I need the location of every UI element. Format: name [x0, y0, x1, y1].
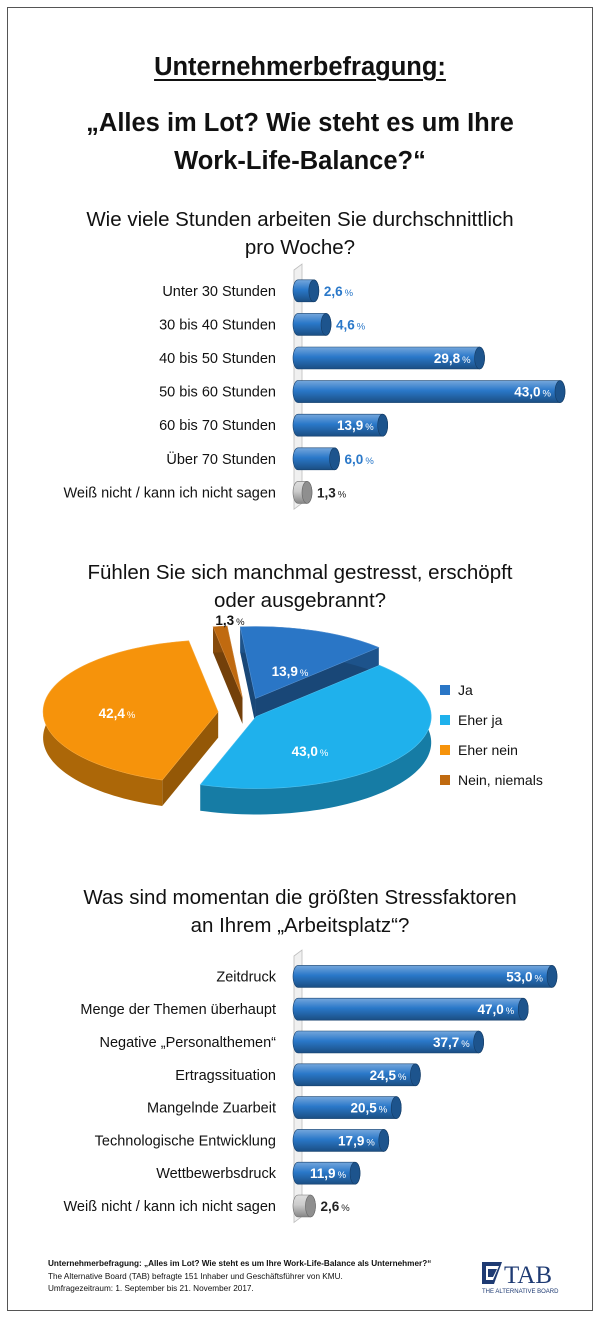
chart3-category-label-3: Ertragssituation — [175, 1068, 276, 1084]
chart1-bar-3 — [292, 380, 566, 403]
chart2-legend-swatch-3 — [440, 775, 450, 785]
chart3-value-label-0: 53,0% — [506, 969, 543, 984]
tab-logo-text: TAB — [504, 1262, 552, 1289]
tab-logo: TAB THE ALTERNATIVE BOARD — [482, 1262, 559, 1295]
chart1-value-label-3: 43,0% — [514, 385, 551, 400]
chart1-bar-2 — [292, 346, 485, 370]
chart3-value-label-6: 11,9% — [310, 1166, 347, 1181]
footer-source-note: Unternehmerbefragung: „Alles im Lot? Wie… — [48, 1258, 468, 1296]
chart1-value-label-4: 13,9% — [337, 418, 374, 433]
subtitle-line-2: Work-Life-Balance?“ — [174, 147, 426, 175]
chart1-bar-chart: Unter 30 Stunden 2,6 % 30 bis 40 Stunden 4,6… — [63, 263, 566, 510]
chart2-title-line-2: oder ausgebrannt? — [213, 589, 387, 612]
chart2-legend-label-1: Eher ja — [458, 712, 503, 728]
chart1-bar-0 — [292, 279, 320, 303]
chart3-value-label-3: 24,5% — [370, 1068, 407, 1083]
chart1-title: Wie viele Stunden arbeiten Sie durchschn… — [28, 206, 572, 262]
chart3-category-label-6: Wettbewerbsdruck — [156, 1166, 277, 1182]
chart2-slice-2 — [42, 640, 219, 807]
chart2-value-label-1: 43,0% — [292, 744, 329, 759]
chart2-legend-label-2: Eher nein — [458, 742, 518, 758]
chart3-category-label-0: Zeitdruck — [216, 969, 276, 985]
chart1-category-label-3: 50 bis 60 Stunden — [159, 385, 276, 401]
footer-line-2: The Alternative Board (TAB) befragte 151… — [48, 1271, 343, 1281]
chart1-bar-4 — [292, 413, 388, 437]
chart2-slice-1 — [199, 665, 432, 815]
chart3-title-line-1: Was sind momentan die größten Stressfakt… — [83, 886, 517, 909]
chart2-pie-chart: 13,9 % 43,0 % 42,4 % 1,3 % Ja Eher ja Eher nein Nei… — [42, 613, 543, 815]
chart2-legend-label-0: Ja — [458, 682, 473, 698]
chart2-legend-swatch-0 — [440, 685, 450, 695]
infographic: Unternehmerbefragung: „Alles im Lot? Wie… — [7, 7, 593, 1311]
chart3-category-label-5: Technologische Entwicklung — [95, 1133, 276, 1149]
chart3-bar-0 — [292, 965, 558, 988]
chart3-bar-2 — [292, 1030, 484, 1054]
footer-line-1: Unternehmerbefragung: „Alles im Lot? Wie… — [48, 1259, 432, 1268]
chart2-title: Fühlen Sie sich manchmal gestresst, ersc… — [28, 559, 572, 615]
chart2-legend-swatch-1 — [440, 715, 450, 725]
chart1-category-label-1: 30 bis 40 Stunden — [159, 317, 276, 333]
chart1-category-label-0: Unter 30 Stunden — [162, 284, 276, 300]
chart1-title-line-1: Wie viele Stunden arbeiten Sie durchschn… — [86, 208, 514, 231]
chart3-value-label-2: 37,7% — [433, 1035, 470, 1050]
chart3-title-line-2: an Ihrem „Arbeitsplatz“? — [190, 914, 410, 937]
chart1-bar-6 — [292, 481, 313, 504]
chart1-bar-1 — [292, 313, 332, 336]
chart2-value-label-3: 1,3% — [215, 613, 245, 628]
chart1-value-label-2: 29,8% — [434, 351, 471, 366]
tab-logo-tagline: THE ALTERNATIVE BOARD — [482, 1289, 559, 1295]
chart1-category-label-4: 60 bis 70 Stunden — [159, 418, 276, 434]
chart3-category-label-2: Negative „Personalthemen“ — [99, 1035, 276, 1051]
footer-line-3: Umfragezeitraum: 1. September bis 21. No… — [48, 1284, 254, 1293]
chart3-bar-5 — [292, 1129, 390, 1152]
tab-logo-mark-icon — [482, 1262, 502, 1284]
chart1-bar-5 — [292, 447, 340, 471]
chart3-category-label-4: Mangelnde Zuarbeit — [147, 1101, 276, 1117]
chart1-value-label-6: 1,3% — [317, 485, 347, 500]
chart3-category-label-7: Weiß nicht / kann ich nicht sagen — [63, 1199, 276, 1215]
chart1-value-label-1: 4,6% — [336, 317, 366, 332]
chart3-bar-6 — [292, 1161, 361, 1185]
chart2-slice-3 — [212, 625, 243, 724]
chart2-legend-swatch-2 — [440, 745, 450, 755]
chart3-bar-7 — [292, 1194, 316, 1218]
chart3-bar-chart: Zeitdruck 53,0 % Menge der Themen überhaupt… — [63, 949, 558, 1224]
chart3-bar-1 — [292, 997, 529, 1021]
chart1-category-label-6: Weiß nicht / kann ich nicht sagen — [63, 485, 276, 501]
chart3-title: Was sind momentan die größten Stressfakt… — [28, 884, 572, 940]
chart1-category-label-5: Über 70 Stunden — [166, 450, 276, 468]
chart2-legend-label-3: Nein, niemals — [458, 772, 543, 788]
chart3-value-label-5: 17,9% — [338, 1133, 375, 1148]
chart1-title-line-2: pro Woche? — [244, 236, 356, 259]
chart2-title-line-1: Fühlen Sie sich manchmal gestresst, ersc… — [87, 561, 513, 584]
chart1-value-label-0: 2,6% — [324, 284, 354, 299]
chart3-bar-4 — [292, 1096, 402, 1119]
page-title: Unternehmerbefragung: — [154, 53, 446, 81]
page-subtitle: „Alles im Lot? Wie steht es um Ihre Work… — [8, 104, 592, 180]
chart3-value-label-7: 2,6% — [320, 1199, 350, 1214]
chart2-value-label-2: 42,4% — [99, 706, 136, 721]
subtitle-line-1: „Alles im Lot? Wie steht es um Ihre — [86, 109, 514, 137]
chart3-category-label-1: Menge der Themen überhaupt — [80, 1002, 276, 1018]
chart3-value-label-1: 47,0% — [478, 1002, 515, 1017]
chart3-bar-3 — [292, 1063, 421, 1087]
chart1-value-label-5: 6,0% — [345, 452, 375, 467]
chart3-value-label-4: 20,5% — [351, 1101, 388, 1116]
chart1-category-label-2: 40 bis 50 Stunden — [159, 351, 276, 367]
chart2-value-label-0: 13,9% — [272, 664, 309, 679]
